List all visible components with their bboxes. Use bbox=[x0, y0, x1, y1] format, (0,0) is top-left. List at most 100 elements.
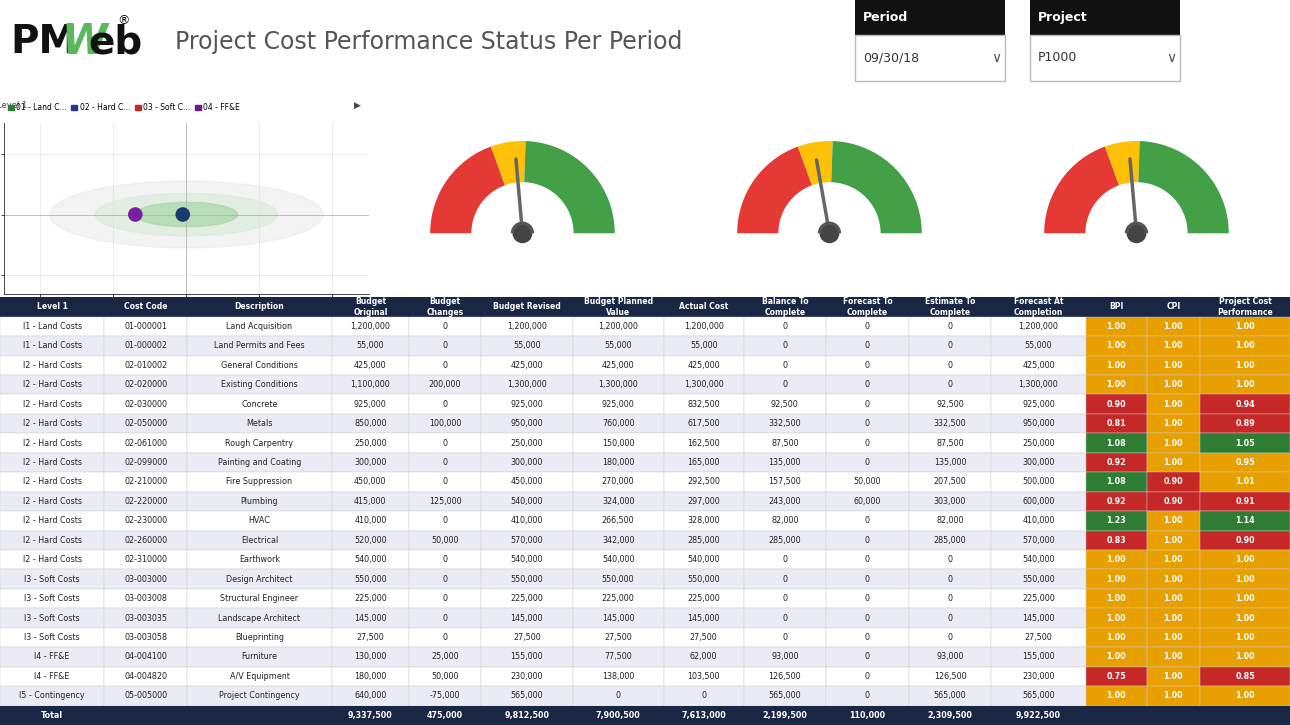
FancyBboxPatch shape bbox=[826, 705, 908, 725]
Text: 550,000: 550,000 bbox=[602, 575, 635, 584]
Text: 1,200,000: 1,200,000 bbox=[507, 322, 547, 331]
Text: 03-003000: 03-003000 bbox=[124, 575, 168, 584]
Polygon shape bbox=[737, 146, 811, 233]
FancyBboxPatch shape bbox=[1147, 550, 1200, 569]
FancyBboxPatch shape bbox=[664, 569, 743, 589]
FancyBboxPatch shape bbox=[573, 628, 664, 647]
Text: 0: 0 bbox=[442, 478, 448, 486]
Text: 0: 0 bbox=[782, 341, 787, 350]
FancyBboxPatch shape bbox=[1200, 531, 1290, 550]
Text: 415,000: 415,000 bbox=[353, 497, 387, 506]
FancyBboxPatch shape bbox=[1147, 531, 1200, 550]
Text: Existing Conditions: Existing Conditions bbox=[221, 380, 298, 389]
Text: 425,000: 425,000 bbox=[353, 361, 387, 370]
Text: 02-220000: 02-220000 bbox=[124, 497, 168, 506]
Text: 02-010002: 02-010002 bbox=[124, 361, 168, 370]
Text: 1.00: 1.00 bbox=[1107, 322, 1126, 331]
FancyBboxPatch shape bbox=[104, 375, 187, 394]
Text: 450,000: 450,000 bbox=[353, 478, 387, 486]
Text: Period: Period bbox=[863, 11, 908, 24]
Text: Metals: Metals bbox=[246, 419, 272, 428]
Ellipse shape bbox=[49, 181, 324, 248]
Text: 0: 0 bbox=[866, 613, 869, 623]
Text: 332,500: 332,500 bbox=[769, 419, 801, 428]
Text: 9,922,500: 9,922,500 bbox=[1017, 710, 1060, 720]
Text: 760,000: 760,000 bbox=[602, 419, 635, 428]
Text: 92,500: 92,500 bbox=[771, 399, 799, 409]
FancyBboxPatch shape bbox=[1200, 511, 1290, 531]
Text: 93,000: 93,000 bbox=[771, 652, 799, 661]
FancyBboxPatch shape bbox=[1200, 569, 1290, 589]
Text: 162,500: 162,500 bbox=[688, 439, 720, 447]
FancyBboxPatch shape bbox=[1147, 414, 1200, 434]
FancyBboxPatch shape bbox=[0, 686, 104, 705]
Text: 250,000: 250,000 bbox=[511, 439, 543, 447]
FancyBboxPatch shape bbox=[908, 569, 992, 589]
Text: 540,000: 540,000 bbox=[688, 555, 720, 564]
FancyBboxPatch shape bbox=[187, 628, 332, 647]
FancyBboxPatch shape bbox=[1086, 628, 1147, 647]
Text: 640,000: 640,000 bbox=[355, 692, 387, 700]
Text: 0: 0 bbox=[442, 399, 448, 409]
FancyBboxPatch shape bbox=[1086, 705, 1147, 725]
FancyBboxPatch shape bbox=[1086, 686, 1147, 705]
FancyBboxPatch shape bbox=[826, 453, 908, 472]
FancyBboxPatch shape bbox=[1086, 608, 1147, 628]
FancyBboxPatch shape bbox=[664, 608, 743, 628]
FancyBboxPatch shape bbox=[573, 394, 664, 414]
Text: 250,000: 250,000 bbox=[353, 439, 387, 447]
FancyBboxPatch shape bbox=[1200, 647, 1290, 667]
Text: 155,000: 155,000 bbox=[511, 652, 543, 661]
FancyBboxPatch shape bbox=[826, 297, 908, 317]
Text: 55,000: 55,000 bbox=[1024, 341, 1053, 350]
FancyBboxPatch shape bbox=[992, 453, 1086, 472]
FancyBboxPatch shape bbox=[1147, 628, 1200, 647]
Text: 950,000: 950,000 bbox=[511, 419, 543, 428]
Text: 7,613,000: 7,613,000 bbox=[681, 710, 726, 720]
Text: 09/30/18: 09/30/18 bbox=[863, 51, 918, 65]
FancyBboxPatch shape bbox=[573, 317, 664, 336]
FancyBboxPatch shape bbox=[0, 434, 104, 453]
Text: PM: PM bbox=[10, 23, 77, 62]
Text: P1000: P1000 bbox=[1038, 51, 1077, 65]
FancyBboxPatch shape bbox=[908, 667, 992, 686]
Text: 225,000: 225,000 bbox=[1022, 594, 1055, 603]
Text: l3 - Soft Costs: l3 - Soft Costs bbox=[25, 613, 80, 623]
FancyBboxPatch shape bbox=[332, 511, 409, 531]
FancyBboxPatch shape bbox=[0, 531, 104, 550]
FancyBboxPatch shape bbox=[1147, 686, 1200, 705]
FancyBboxPatch shape bbox=[743, 608, 826, 628]
Text: 300,000: 300,000 bbox=[355, 458, 387, 467]
Text: 617,500: 617,500 bbox=[688, 419, 720, 428]
Text: 550,000: 550,000 bbox=[511, 575, 543, 584]
FancyBboxPatch shape bbox=[332, 628, 409, 647]
FancyBboxPatch shape bbox=[1086, 472, 1147, 492]
Text: 1.08: 1.08 bbox=[1107, 478, 1126, 486]
FancyBboxPatch shape bbox=[187, 589, 332, 608]
Text: Land Acquisition: Land Acquisition bbox=[227, 322, 293, 331]
Text: 180,000: 180,000 bbox=[602, 458, 635, 467]
Text: 1.00: 1.00 bbox=[1107, 613, 1126, 623]
Text: 135,000: 135,000 bbox=[769, 458, 801, 467]
Text: 1.00: 1.00 bbox=[1236, 575, 1255, 584]
Text: 0: 0 bbox=[948, 380, 952, 389]
FancyBboxPatch shape bbox=[908, 531, 992, 550]
Text: 0.90: 0.90 bbox=[1236, 536, 1255, 544]
FancyBboxPatch shape bbox=[1200, 355, 1290, 375]
Text: 50,000: 50,000 bbox=[431, 536, 459, 544]
FancyBboxPatch shape bbox=[1147, 705, 1200, 725]
FancyBboxPatch shape bbox=[187, 297, 332, 317]
FancyBboxPatch shape bbox=[409, 628, 481, 647]
FancyBboxPatch shape bbox=[104, 628, 187, 647]
FancyBboxPatch shape bbox=[1147, 317, 1200, 336]
Text: 225,000: 225,000 bbox=[602, 594, 635, 603]
FancyBboxPatch shape bbox=[573, 667, 664, 686]
Text: ▶: ▶ bbox=[355, 101, 361, 110]
FancyBboxPatch shape bbox=[743, 686, 826, 705]
Text: Project Cost Performance Index: Project Cost Performance Index bbox=[428, 102, 617, 112]
FancyBboxPatch shape bbox=[573, 472, 664, 492]
Text: 0: 0 bbox=[442, 575, 448, 584]
FancyBboxPatch shape bbox=[409, 667, 481, 686]
Text: Actual Cost: Actual Cost bbox=[679, 302, 729, 312]
FancyBboxPatch shape bbox=[1147, 355, 1200, 375]
